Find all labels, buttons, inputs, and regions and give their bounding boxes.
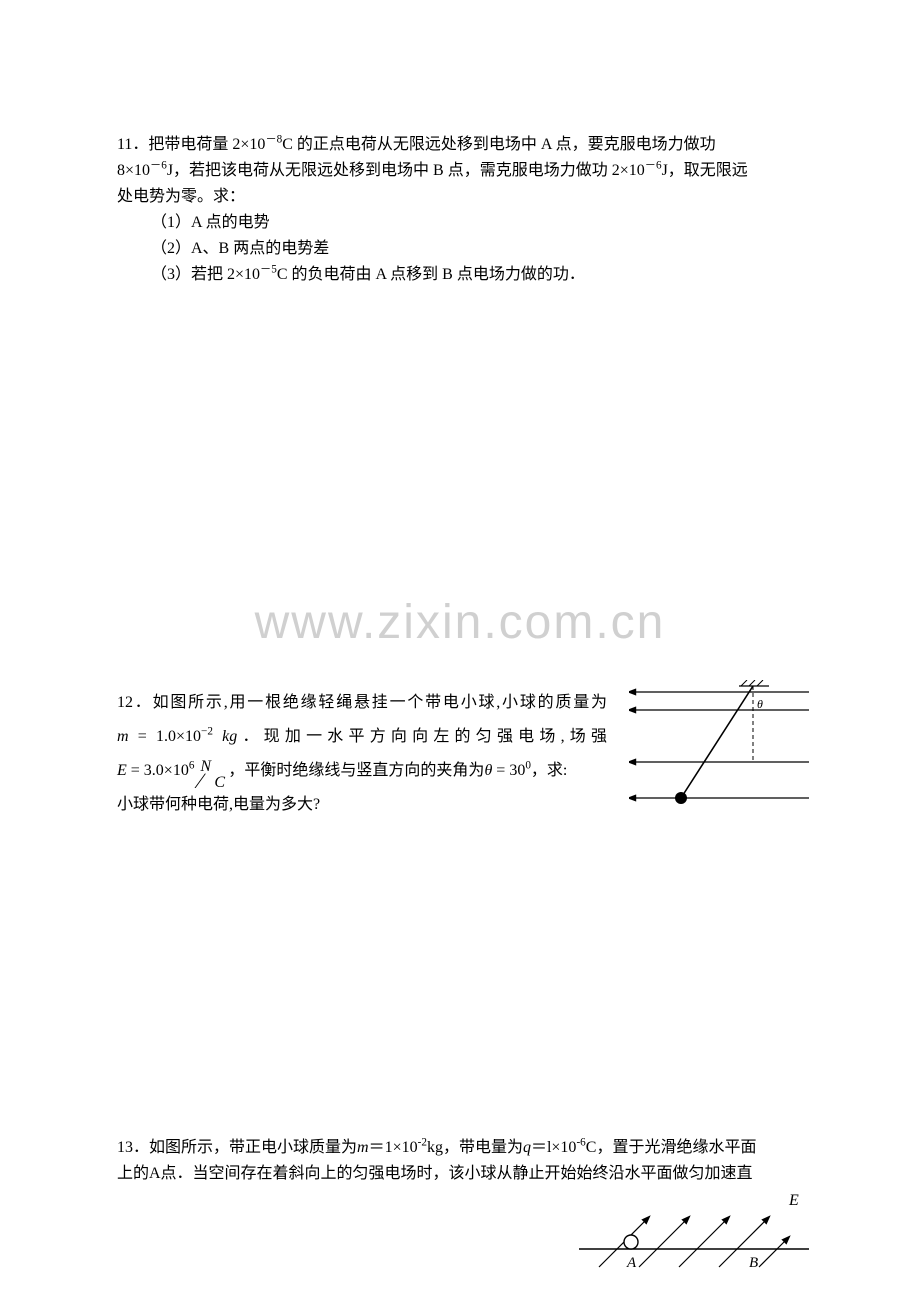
q11-s3a: （3）若把 2×10 (151, 266, 260, 283)
q12-m-symbol: m (117, 728, 129, 745)
q11-line2: 8×10－6J，若把该电荷从无限远处移到电场中 B 点，需克服电场力做功 2×1… (117, 158, 800, 184)
q12-line2: m = 1.0×10−2 kg．现加一水平方向向左的匀强电场,场强 (117, 720, 607, 754)
q12-m-exp: −2 (201, 726, 213, 738)
slash-icon: ∕ (198, 764, 202, 798)
q11-sub1: （1）A 点的电势 (117, 210, 800, 236)
hatch-icon (741, 680, 747, 686)
q13-exp2: -6 (576, 1137, 585, 1149)
q12-l3-tail: ，求: (531, 762, 567, 779)
hatch-icon (749, 680, 755, 686)
q12-E-exp: 6 (189, 760, 195, 772)
q13-l1b: ＝1×10 (369, 1139, 418, 1156)
charged-ball-icon (675, 792, 687, 804)
q13-figure: A B E (579, 1187, 809, 1277)
q13-line1: 13．如图所示，带正电小球质量为m＝1×10-2kg，带电量为q＝l×10-6C… (117, 1135, 803, 1161)
q12-E-symbol: E (117, 762, 127, 779)
q11-l2b: J，若把该电荷从无限远处移到电场中 B 点，需克服电场力做功 2×10 (167, 162, 645, 179)
q11-s3b: C 的负电荷由 A 点移到 B 点电场力做的功． (277, 266, 585, 283)
angle-theta-label: θ (757, 697, 763, 711)
q11-l2c: J，取无限远 (662, 162, 748, 179)
q12-m-unit: kg (213, 728, 237, 745)
q11-line1: 11．把带电荷量 2×10－8C 的正点电荷从无限远处移到电场中 A 点，要克服… (117, 132, 800, 158)
q11-l1-exp: －8 (265, 134, 282, 146)
q12-E-unit-fraction: N ∕ C (198, 756, 228, 786)
label-B: B (749, 1255, 758, 1271)
label-E: E (788, 1192, 799, 1209)
q13-m-symbol: m (357, 1139, 369, 1156)
question-12: 12．如图所示,用一根绝缘轻绳悬挂一个带电小球,小球的质量为 m = 1.0×1… (117, 686, 803, 822)
q13-line2: 上的A点．当空间存在着斜向上的匀强电场时，该小球从静止开始始终沿水平面做匀加速直 (117, 1161, 803, 1187)
q11-sub3: （3）若把 2×10－5C 的负电荷由 A 点移到 B 点电场力做的功． (117, 262, 800, 288)
q12-text-block: 12．如图所示,用一根绝缘轻绳悬挂一个带电小球,小球的质量为 m = 1.0×1… (117, 686, 607, 822)
string-line-icon (681, 686, 753, 798)
q13-text-block: 13．如图所示，带正电小球质量为m＝1×10-2kg，带电量为q＝l×10-6C… (117, 1135, 803, 1187)
question-11: 11．把带电荷量 2×10－8C 的正点电荷从无限远处移到电场中 A 点，要克服… (117, 132, 800, 288)
question-13: 13．如图所示，带正电小球质量为m＝1×10-2kg，带电量为q＝l×10-6C… (117, 1135, 803, 1187)
field-arrow-icon (679, 1217, 729, 1267)
field-arrow-icon (639, 1217, 689, 1267)
watermark-text: www.zixin.com.cn (0, 610, 920, 636)
q13-l1d: ＝l×10 (531, 1139, 576, 1156)
q11-sub2: （2）A、B 两点的电势差 (117, 236, 800, 262)
field-arrow-icon (759, 1237, 789, 1267)
charged-ball-icon (624, 1235, 638, 1249)
q11-l2a: 8×10 (117, 162, 150, 179)
q12-line1: 12．如图所示,用一根绝缘轻绳悬挂一个带电小球,小球的质量为 (117, 686, 607, 720)
q13-exp1: -2 (418, 1137, 427, 1149)
q12-m-eq: = 1.0×10 (129, 728, 201, 745)
field-arrow-icon (719, 1217, 769, 1267)
q11-s3-exp: －5 (260, 264, 277, 276)
q13-l1e: C，置于光滑绝缘水平面 (586, 1139, 757, 1156)
q11-l1b: C 的正点电荷从无限远处移到电场中 A 点，要克服电场力做功 (282, 136, 715, 153)
page: 11．把带电荷量 2×10－8C 的正点电荷从无限远处移到电场中 A 点，要克服… (0, 0, 920, 1302)
q12-l2-tail: ．现加一水平方向向左的匀强电场,场强 (237, 728, 607, 745)
q12-figure: θ (629, 680, 809, 810)
q12-line4: 小球带何种电荷,电量为多大? (117, 788, 607, 822)
q12-unit-C: C (214, 766, 225, 800)
q11-line3: 处电势为零。求： (117, 184, 800, 210)
q13-q-symbol: q (523, 1139, 531, 1156)
q11-l2-exp1: －6 (150, 160, 167, 172)
q12-ang: = 30 (492, 762, 525, 779)
q11-l2-exp2: －6 (645, 160, 662, 172)
q11-l1a: 11．把带电荷量 2×10 (117, 136, 265, 153)
q12-l3-mid: ，平衡时绝缘线与竖直方向的夹角为 (228, 762, 484, 779)
label-A: A (626, 1255, 637, 1271)
q12-line3: E = 3.0×106 N ∕ C ，平衡时绝缘线与竖直方向的夹角为θ = 30… (117, 754, 607, 788)
q13-l1a: 13．如图所示，带正电小球质量为 (117, 1139, 357, 1156)
q13-l1c: kg，带电量为 (427, 1139, 523, 1156)
hatch-icon (757, 680, 763, 686)
q12-E-eq: = 3.0×10 (127, 762, 189, 779)
